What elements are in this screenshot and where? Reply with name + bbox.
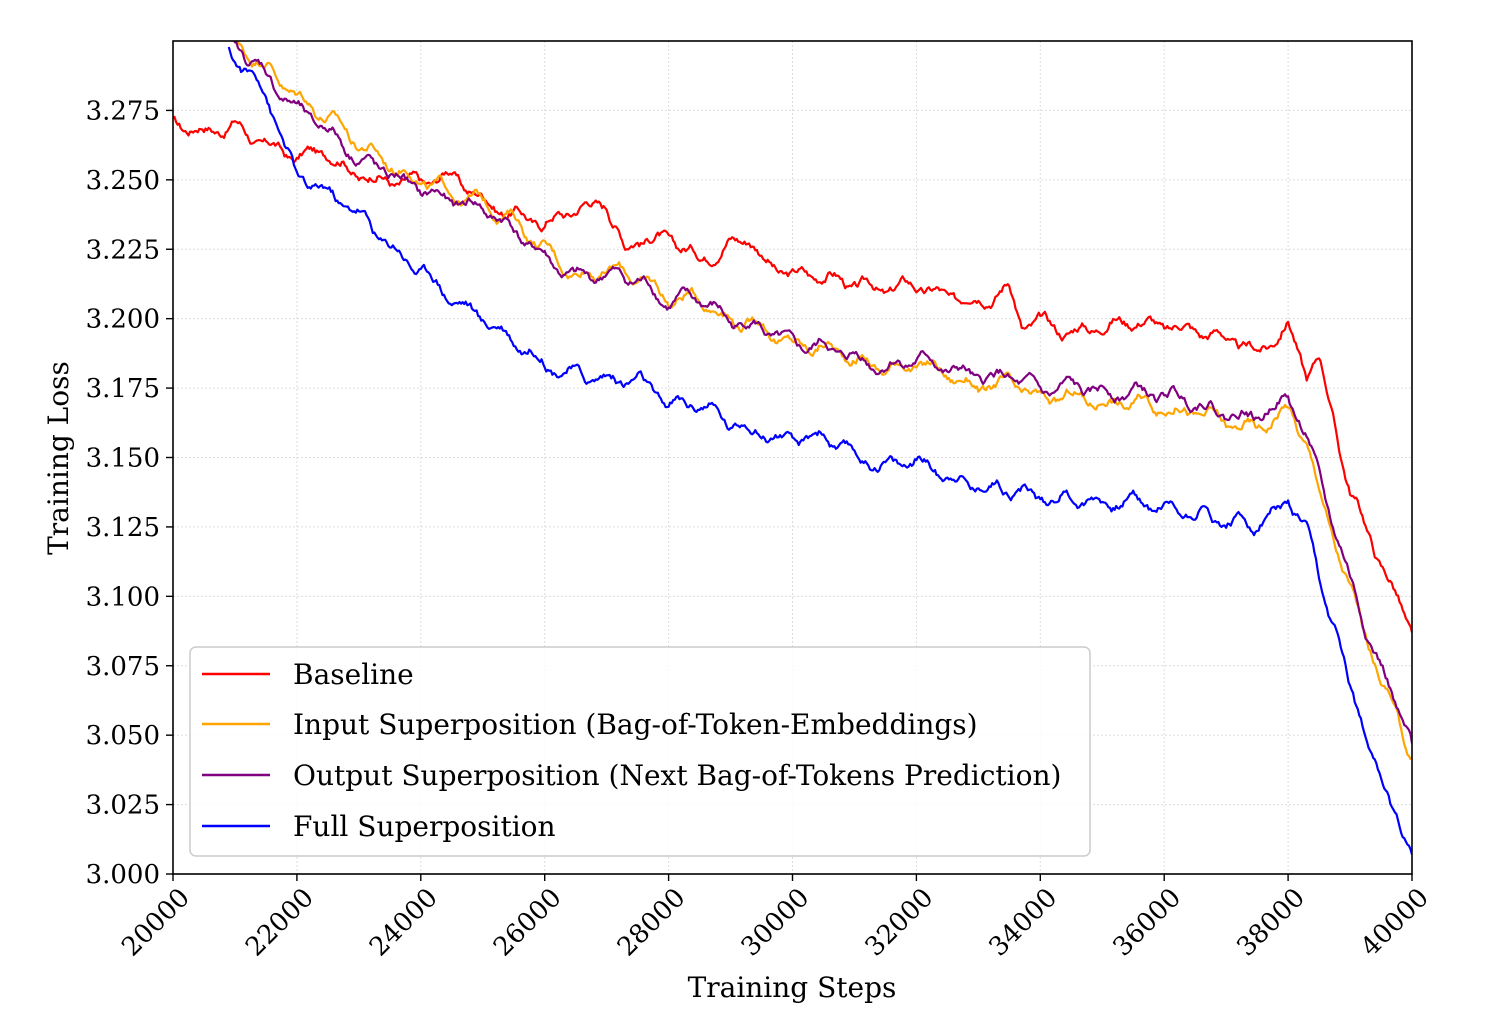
legend-label: Full Superposition [293,810,556,843]
x-tick-label: 26000 [488,883,568,963]
y-tick-label: 3.200 [86,305,160,335]
y-axis-title: Training Loss [42,361,75,555]
legend-label: Output Superposition (Next Bag-of-Tokens… [293,759,1061,792]
y-tick-label: 3.100 [86,582,160,612]
legend-label: Input Superposition (Bag-of-Token-Embedd… [293,708,978,741]
series-line-2 [233,41,1412,744]
x-tick-label: 24000 [364,883,444,963]
x-tick-label: 38000 [1231,883,1311,963]
x-axis-ticks: 20000 22000 24000 26000 28000 30000 32000 34000… [116,874,1435,962]
x-tick-label: 40000 [1355,883,1435,963]
y-tick-label: 3.075 [86,652,160,682]
series-lines [173,41,1412,855]
legend-label: Baseline [293,658,414,691]
y-tick-label: 3.275 [86,96,160,126]
legend: Baseline Input Superposition (Bag-of-Toke… [189,646,1091,857]
x-tick-label: 36000 [1107,883,1187,963]
grid [172,41,1413,875]
y-tick-label: 3.175 [86,374,160,404]
y-tick-label: 3.000 [86,860,160,890]
y-tick-label: 3.150 [86,444,160,474]
legend-box [189,646,1091,857]
y-tick-label: 3.250 [86,166,160,196]
series-line-0 [173,115,1412,633]
x-tick-label: 34000 [984,883,1064,963]
y-tick-label: 3.025 [86,791,160,821]
x-tick-label: 30000 [736,883,816,963]
x-tick-label: 20000 [116,883,196,963]
y-tick-label: 3.225 [86,235,160,265]
y-axis-ticks: 3.000 3.025 3.050 3.075 3.100 3.125 3.150 3.175… [86,96,173,890]
y-tick-label: 3.050 [86,721,160,751]
y-tick-label: 3.125 [86,513,160,543]
x-tick-label: 22000 [240,883,320,963]
series-line-3 [227,46,1412,855]
x-axis-title: Training Steps [688,971,897,1004]
x-tick-label: 28000 [612,883,692,963]
x-tick-label: 32000 [860,883,940,963]
